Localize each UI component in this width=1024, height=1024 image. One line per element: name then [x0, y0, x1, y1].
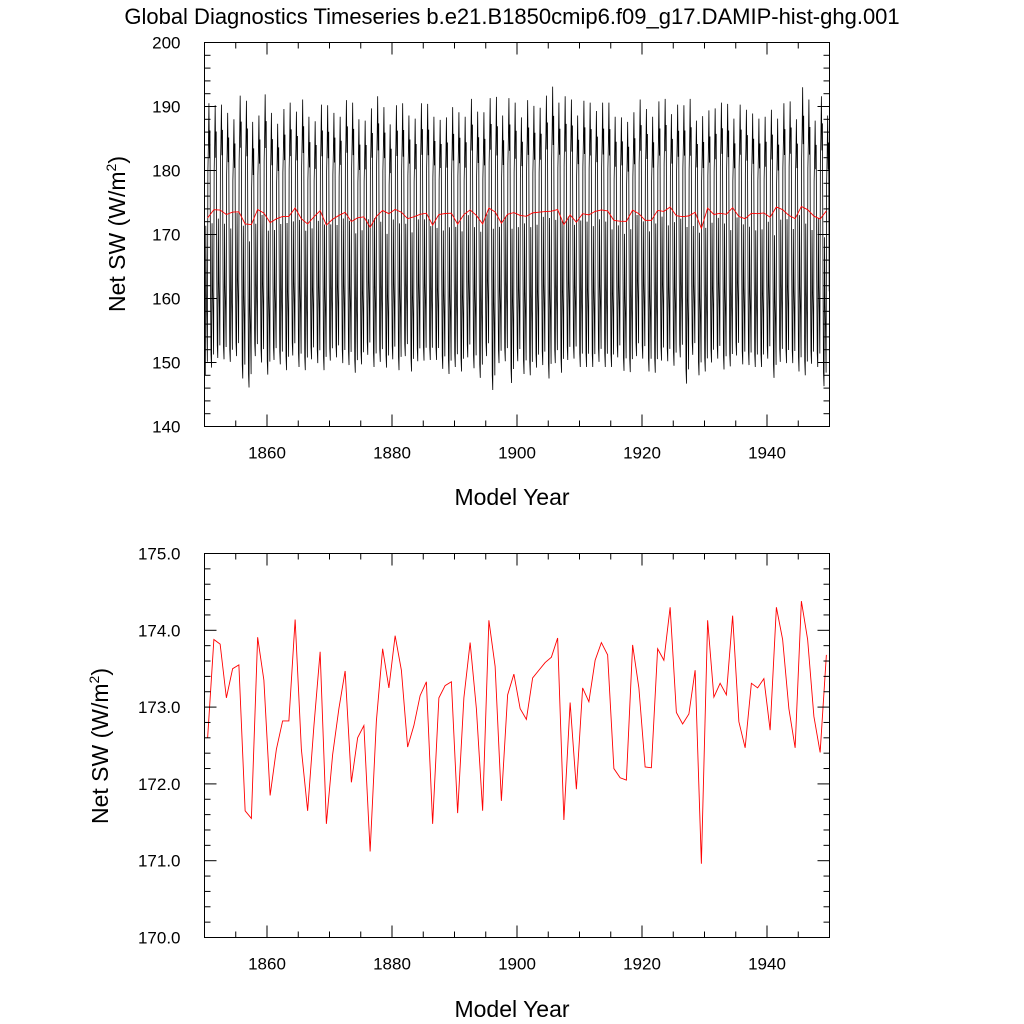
bottom-x-tick-label: 1940 — [748, 955, 786, 974]
bottom-plot-frame — [204, 553, 830, 938]
top-plot-frame — [204, 42, 830, 427]
top-x-tick-label: 1860 — [248, 444, 286, 463]
bottom-x-axis-label: Model Year — [454, 996, 569, 1022]
top-axis-ticks: 1860 1880 1900 1920 1940 140 150 160 170 180 190 20… — [152, 34, 830, 463]
top-x-tick-label: 1900 — [498, 444, 536, 463]
bottom-annual-series-line — [207, 601, 827, 864]
bottom-y-tick-label: 174.0 — [138, 621, 181, 640]
top-y-axis-label: Net SW (W/m2) — [103, 156, 130, 312]
top-y-tick-label: 150 — [152, 354, 180, 373]
bottom-y-tick-label: 170.0 — [138, 929, 181, 948]
bottom-x-tick-label: 1880 — [373, 955, 411, 974]
bottom-plot-lines — [207, 601, 827, 864]
top-x-tick-label: 1880 — [373, 444, 411, 463]
bottom-panel: 1860 1880 1900 1920 1940 170.0 171.0 172.0 173.0… — [86, 545, 830, 1022]
bottom-x-tick-label: 1920 — [623, 955, 661, 974]
top-x-axis-label: Model Year — [454, 484, 569, 510]
top-y-tick-label: 200 — [152, 34, 180, 53]
bottom-y-tick-label: 172.0 — [138, 775, 181, 794]
chart-title: Global Diagnostics Timeseries b.e21.B185… — [124, 4, 899, 29]
bottom-y-tick-label: 173.0 — [138, 698, 181, 717]
top-y-tick-label: 140 — [152, 418, 180, 437]
bottom-axis-ticks: 1860 1880 1900 1920 1940 170.0 171.0 172.0 173.0… — [138, 545, 830, 974]
bottom-x-tick-label: 1860 — [248, 955, 286, 974]
bottom-x-tick-label: 1900 — [498, 955, 536, 974]
top-y-tick-label: 180 — [152, 162, 180, 181]
top-annual-series-line — [207, 205, 827, 230]
top-plot-lines — [204, 86, 830, 391]
top-y-tick-label: 160 — [152, 290, 180, 309]
top-monthly-series-line — [204, 86, 830, 391]
top-y-tick-label: 190 — [152, 98, 180, 117]
top-x-tick-label: 1920 — [623, 444, 661, 463]
bottom-y-tick-label: 175.0 — [138, 545, 181, 564]
top-y-tick-label: 170 — [152, 226, 180, 245]
top-panel: 1860 1880 1900 1920 1940 140 150 160 170 180 190 20… — [103, 34, 830, 510]
bottom-y-axis-label: Net SW (W/m2) — [86, 668, 113, 824]
bottom-y-tick-label: 171.0 — [138, 852, 181, 871]
top-x-tick-label: 1940 — [748, 444, 786, 463]
